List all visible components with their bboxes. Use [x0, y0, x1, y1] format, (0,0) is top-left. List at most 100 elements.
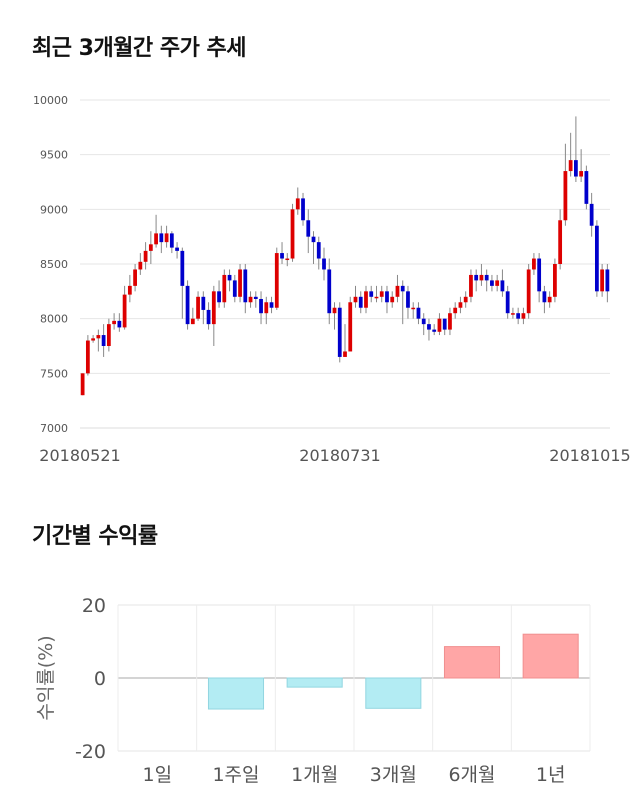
candle-body: [164, 233, 169, 243]
x-tick-label: 1주일: [212, 764, 259, 786]
x-tick-label: 20181015: [549, 446, 630, 465]
candle-body: [211, 291, 216, 325]
candle-body: [432, 329, 437, 332]
candle-body: [316, 242, 321, 259]
candle-body: [159, 233, 164, 243]
candle-body: [101, 335, 106, 346]
candle-body: [553, 264, 557, 297]
candle-body: [274, 253, 279, 308]
y-tick-label: 10000: [33, 94, 68, 107]
candle-body: [133, 269, 137, 286]
candle-body: [364, 291, 368, 308]
candle-body: [337, 307, 342, 357]
candle-body: [185, 285, 190, 325]
candle-body: [358, 296, 363, 308]
candle-body: [80, 373, 85, 396]
candle-body: [568, 160, 573, 172]
y-tick-label: 0: [94, 668, 106, 690]
y-tick-label: 8500: [40, 258, 68, 271]
candle-body: [369, 291, 374, 297]
candle-body: [406, 291, 410, 308]
candle-body: [143, 250, 148, 262]
y-tick-label: 9000: [40, 203, 68, 216]
price-candlestick-chart: 7000 7500 8000 8500 9000 9500 10000 20180521 201…: [33, 94, 631, 465]
candle-body: [558, 220, 563, 264]
x-tick-label: 1개월: [291, 764, 338, 786]
candle-body: [306, 220, 311, 237]
candle-body: [332, 307, 337, 314]
candle-body: [453, 307, 458, 314]
x-tick-label: 20180731: [299, 446, 380, 465]
candle-body: [154, 233, 158, 245]
candle-body: [516, 313, 521, 319]
candle-body: [458, 302, 463, 308]
candle-body: [605, 269, 610, 292]
candle-body: [253, 296, 258, 299]
candle-body: [301, 198, 305, 221]
candle-body: [348, 302, 353, 352]
candle-body: [411, 307, 416, 310]
candle-body: [91, 338, 96, 341]
y-tick-label: 8000: [40, 313, 68, 326]
return-bar: [443, 646, 501, 679]
candle-body: [175, 247, 179, 251]
candle-body: [138, 261, 143, 270]
candle-body: [106, 324, 111, 346]
candle-body: [85, 340, 90, 374]
candle-body: [96, 335, 101, 339]
candle-body: [217, 291, 221, 303]
candle-body: [353, 296, 358, 303]
candle-body: [374, 296, 379, 299]
candle-body: [148, 244, 153, 251]
candle-body: [122, 294, 127, 328]
candle-body: [269, 302, 274, 308]
candle-body: [259, 298, 263, 314]
candle-body: [511, 313, 515, 315]
candle-body: [484, 274, 489, 281]
candle-body: [232, 280, 237, 297]
candle-body: [127, 285, 132, 295]
candle-body: [395, 285, 400, 297]
x-tick-label: 20180521: [39, 446, 120, 465]
candle-body: [248, 296, 253, 303]
period-return-title: 기간별 수익률: [32, 524, 158, 549]
candle-body: [295, 198, 300, 210]
candle-body: [379, 291, 384, 297]
candle-body: [479, 274, 484, 281]
candle-body: [427, 324, 431, 330]
candle-body: [579, 171, 584, 177]
return-bar: [522, 633, 579, 679]
candle-body: [490, 280, 494, 286]
candle-body: [442, 318, 447, 330]
y-tick-label: 20: [82, 595, 106, 617]
candle-body: [526, 269, 531, 314]
candle-body: [469, 274, 473, 297]
price-trend-title: 최근 3개월간 주가 추세: [32, 36, 246, 61]
x-tick-label: 1일: [143, 764, 173, 786]
candle-body: [196, 296, 200, 319]
candle-body: [280, 253, 284, 259]
candle-body: [169, 233, 174, 248]
candle-body: [421, 318, 426, 325]
candle-body: [574, 160, 578, 177]
candle-body: [521, 313, 526, 319]
return-bar: [207, 677, 265, 710]
candle-body: [285, 258, 290, 261]
candle-body: [322, 258, 326, 270]
candle-body: [243, 269, 248, 303]
candle-body: [448, 313, 452, 330]
candle-body: [112, 320, 116, 325]
candle-body: [563, 171, 568, 221]
candle-body: [537, 258, 542, 292]
return-bar: [365, 677, 422, 709]
candle-body: [311, 236, 316, 243]
candle-body: [222, 274, 227, 303]
candle-body: [327, 269, 332, 314]
candle-body: [542, 291, 547, 303]
candle-body: [463, 296, 468, 303]
candle-body: [238, 269, 242, 297]
candle-body: [264, 302, 269, 314]
candle-body: [390, 296, 395, 303]
x-tick-label: 6개월: [448, 764, 495, 786]
